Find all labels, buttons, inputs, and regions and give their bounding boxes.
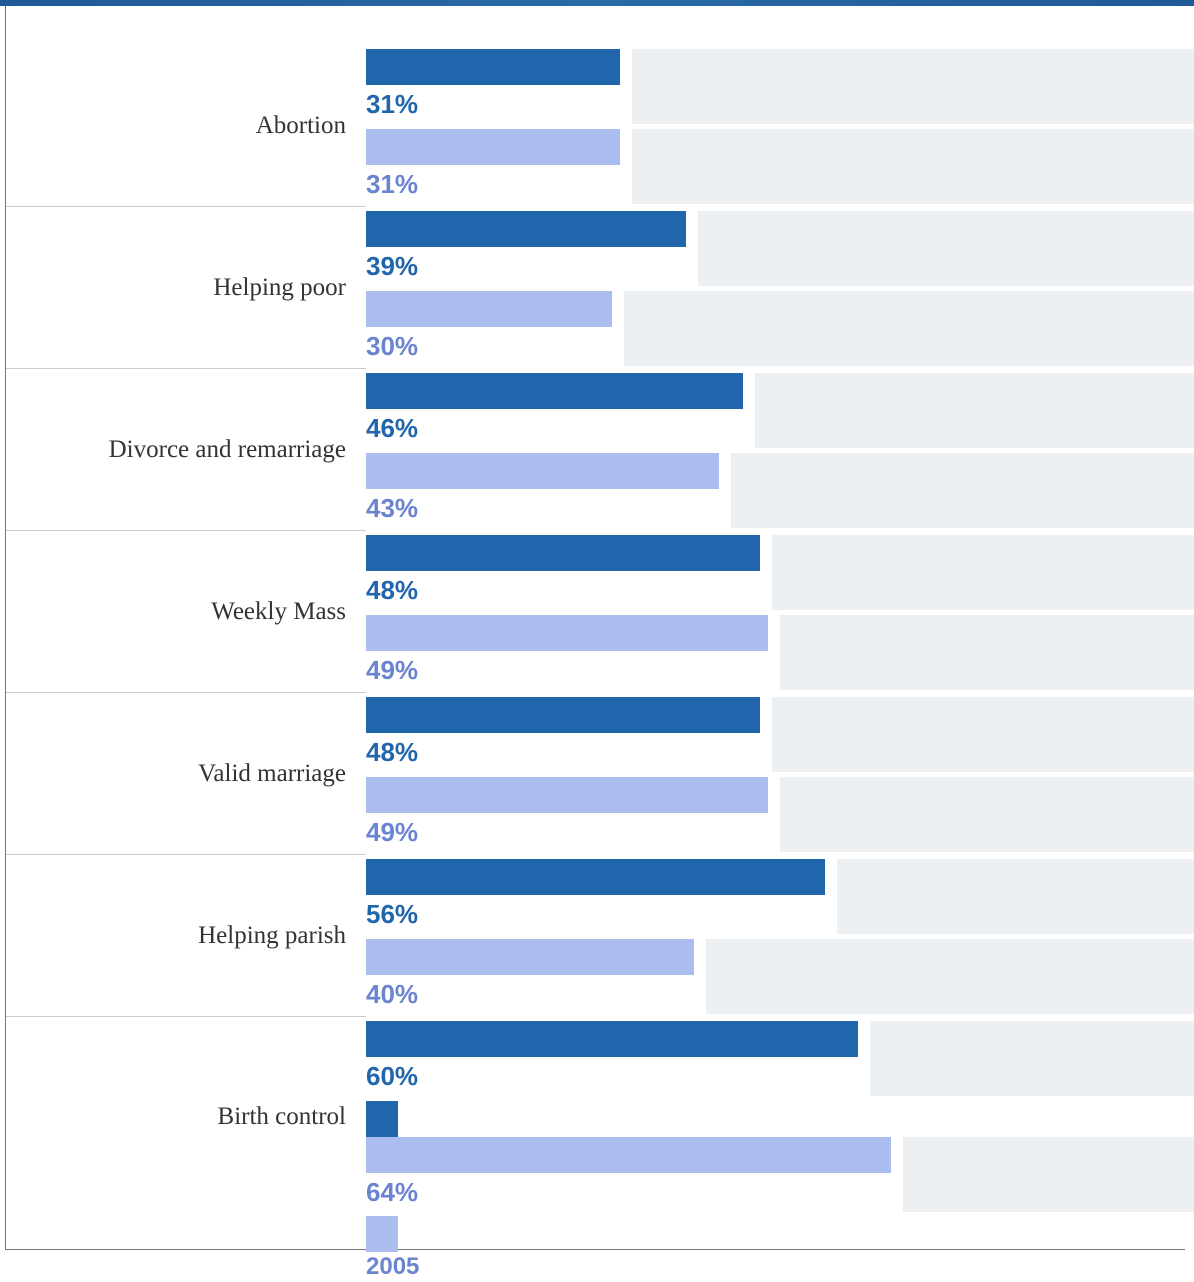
bar-track xyxy=(706,939,1194,1014)
bar-series-1 xyxy=(366,535,760,571)
bar-track xyxy=(755,373,1194,448)
data-label: 60% xyxy=(366,1061,419,1091)
data-label: 39% xyxy=(366,251,419,281)
bar-series-1 xyxy=(366,373,744,409)
data-label: 30% xyxy=(366,331,419,361)
bar-series-2 xyxy=(366,939,694,975)
data-label: 64% xyxy=(366,1177,419,1207)
bar-series-1 xyxy=(366,697,760,733)
bar-track xyxy=(697,211,1194,286)
bar-series-1 xyxy=(366,49,621,85)
bar-series-2 xyxy=(366,129,621,165)
row-divider xyxy=(6,530,366,531)
legend-swatch-series-1 xyxy=(366,1101,398,1137)
bar-series-1 xyxy=(366,1021,858,1057)
category-label: Birth control xyxy=(217,1103,346,1130)
bar-series-2 xyxy=(366,291,612,327)
data-label: 31% xyxy=(366,89,419,119)
category-label: Divorce and remarriage xyxy=(108,436,346,463)
data-label: 40% xyxy=(366,979,419,1009)
bar-track xyxy=(632,129,1194,204)
bar-track xyxy=(632,49,1194,124)
bar-track xyxy=(837,859,1194,934)
data-label: 49% xyxy=(366,817,419,847)
bar-series-2 xyxy=(366,453,719,489)
row-divider xyxy=(6,692,366,693)
top-accent-bar xyxy=(0,0,1194,6)
bar-track xyxy=(902,1137,1194,1212)
bar-series-1 xyxy=(366,211,686,247)
category-label: Weekly Mass xyxy=(211,598,346,625)
bar-series-2 xyxy=(366,1137,891,1173)
data-label: 31% xyxy=(366,169,419,199)
bar-series-1 xyxy=(366,859,826,895)
bar-series-2 xyxy=(366,777,768,813)
data-label: 56% xyxy=(366,899,419,929)
row-divider xyxy=(6,206,366,207)
bar-track xyxy=(771,697,1194,772)
category-label: Valid marriage xyxy=(198,760,346,787)
row-divider xyxy=(6,368,366,369)
bar-track xyxy=(779,777,1194,852)
bar-track xyxy=(779,615,1194,690)
bar-track xyxy=(730,453,1194,528)
category-label: Helping poor xyxy=(213,274,346,301)
row-divider xyxy=(6,1016,366,1017)
data-label: 49% xyxy=(366,655,419,685)
row-divider xyxy=(6,854,366,855)
category-label: Helping parish xyxy=(198,922,346,949)
bar-track xyxy=(870,1021,1194,1096)
bar-series-2 xyxy=(366,615,768,651)
data-label: 48% xyxy=(366,737,419,767)
bar-track xyxy=(771,535,1194,610)
category-label: Abortion xyxy=(255,112,346,139)
chart-frame-bottom xyxy=(5,1249,1185,1250)
data-label: 48% xyxy=(366,575,419,605)
data-label: 43% xyxy=(366,493,419,523)
data-label: 46% xyxy=(366,413,419,443)
legend-label-series-2: 2005 xyxy=(366,1253,420,1280)
legend-swatch-series-2 xyxy=(366,1216,398,1252)
chart-frame-left xyxy=(5,6,6,1250)
bar-track xyxy=(624,291,1194,366)
